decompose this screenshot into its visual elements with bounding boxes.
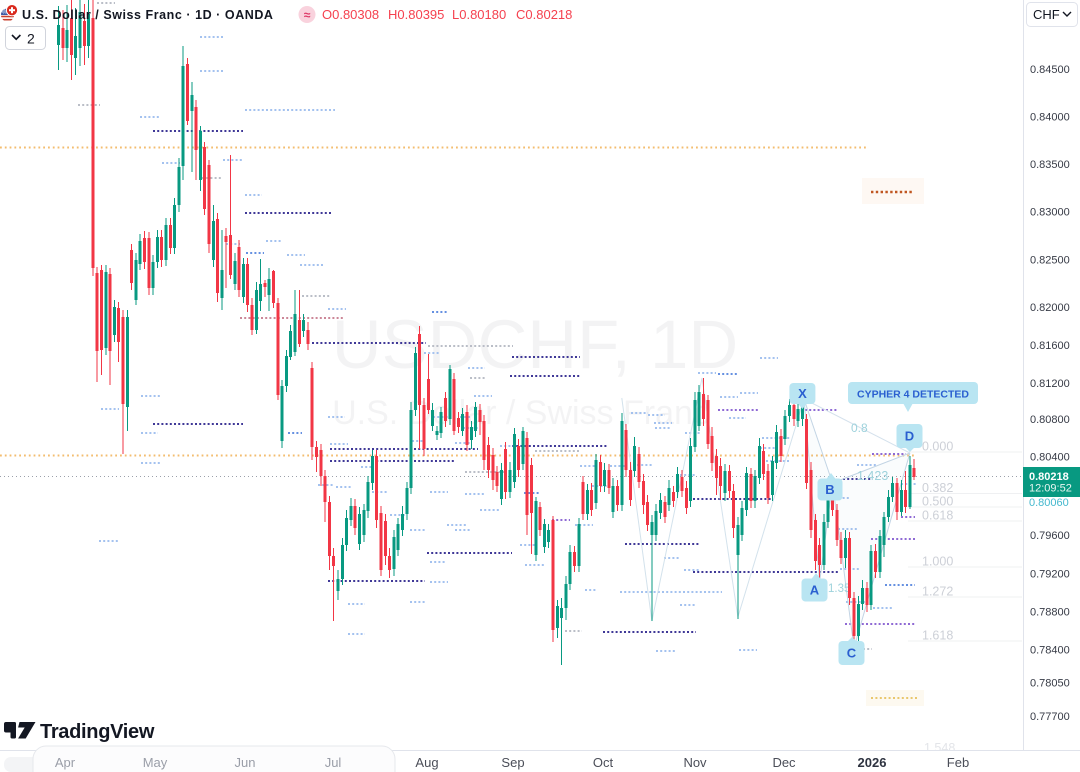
- svg-text:CHF: CHF: [1033, 7, 1060, 22]
- svg-text:12:09:52: 12:09:52: [1029, 483, 1072, 495]
- svg-text:1.423: 1.423: [857, 469, 888, 483]
- svg-text:0.79200: 0.79200: [1030, 568, 1070, 580]
- svg-text:L0.80180: L0.80180: [452, 7, 506, 22]
- svg-text:C: C: [847, 646, 857, 661]
- svg-text:0.83500: 0.83500: [1030, 159, 1070, 171]
- svg-text:0.618: 0.618: [922, 509, 953, 523]
- svg-text:B: B: [825, 482, 834, 497]
- svg-text:Jul: Jul: [325, 755, 342, 770]
- svg-text:0.80400: 0.80400: [1030, 452, 1070, 464]
- svg-text:A: A: [810, 583, 820, 598]
- svg-text:Dec: Dec: [772, 755, 796, 770]
- svg-text:CYPHER 4 DETECTED: CYPHER 4 DETECTED: [857, 389, 969, 401]
- svg-text:2026: 2026: [858, 755, 887, 770]
- svg-text:0.81200: 0.81200: [1030, 378, 1070, 390]
- svg-text:Jun: Jun: [235, 755, 256, 770]
- svg-text:0.81600: 0.81600: [1030, 340, 1070, 352]
- svg-text:≈: ≈: [304, 8, 311, 22]
- svg-text:0.84000: 0.84000: [1030, 112, 1070, 124]
- svg-text:Aug: Aug: [415, 755, 438, 770]
- svg-text:0.80060: 0.80060: [1029, 497, 1069, 509]
- svg-text:Apr: Apr: [55, 755, 76, 770]
- svg-text:0.78400: 0.78400: [1030, 644, 1070, 656]
- svg-text:2: 2: [27, 31, 35, 47]
- svg-text:1.000: 1.000: [922, 555, 953, 569]
- svg-text:D: D: [905, 429, 914, 444]
- svg-text:0.83000: 0.83000: [1030, 207, 1070, 219]
- svg-text:1.272: 1.272: [922, 585, 953, 599]
- svg-text:1.35: 1.35: [828, 583, 850, 595]
- svg-text:0.82000: 0.82000: [1030, 302, 1070, 314]
- svg-text:0.78050: 0.78050: [1030, 678, 1070, 690]
- svg-text:TradingView: TradingView: [40, 721, 155, 743]
- svg-text:C0.80218: C0.80218: [516, 7, 572, 22]
- svg-text:U.S. Dollar / Swiss Franc: U.S. Dollar / Swiss Franc: [332, 394, 710, 432]
- svg-text:Sep: Sep: [501, 755, 524, 770]
- svg-text:Nov: Nov: [683, 755, 707, 770]
- svg-text:H0.80395: H0.80395: [388, 7, 444, 22]
- svg-text:0.80218: 0.80218: [1029, 471, 1069, 483]
- svg-text:0.382: 0.382: [922, 481, 953, 495]
- svg-text:0.8: 0.8: [851, 421, 868, 435]
- svg-text:1.618: 1.618: [922, 629, 953, 643]
- svg-text:May: May: [143, 755, 168, 770]
- svg-text:0.500: 0.500: [922, 495, 953, 509]
- svg-text:Oct: Oct: [593, 755, 614, 770]
- svg-text:0.79600: 0.79600: [1030, 530, 1070, 542]
- svg-text:X: X: [798, 386, 807, 401]
- svg-text:0.84500: 0.84500: [1030, 64, 1070, 76]
- svg-text:Feb: Feb: [947, 755, 969, 770]
- svg-text:0.78800: 0.78800: [1030, 606, 1070, 618]
- svg-text:O0.80308: O0.80308: [322, 7, 379, 22]
- svg-text:0.000: 0.000: [922, 440, 953, 454]
- svg-text:U.S. Dollar / Swiss Franc · 1D: U.S. Dollar / Swiss Franc · 1D · OANDA: [22, 8, 274, 22]
- svg-text:0.80800: 0.80800: [1030, 414, 1070, 426]
- svg-text:0.77700: 0.77700: [1030, 711, 1070, 723]
- svg-text:0.82500: 0.82500: [1030, 254, 1070, 266]
- svg-text:USDCHF, 1D: USDCHF, 1D: [332, 306, 738, 383]
